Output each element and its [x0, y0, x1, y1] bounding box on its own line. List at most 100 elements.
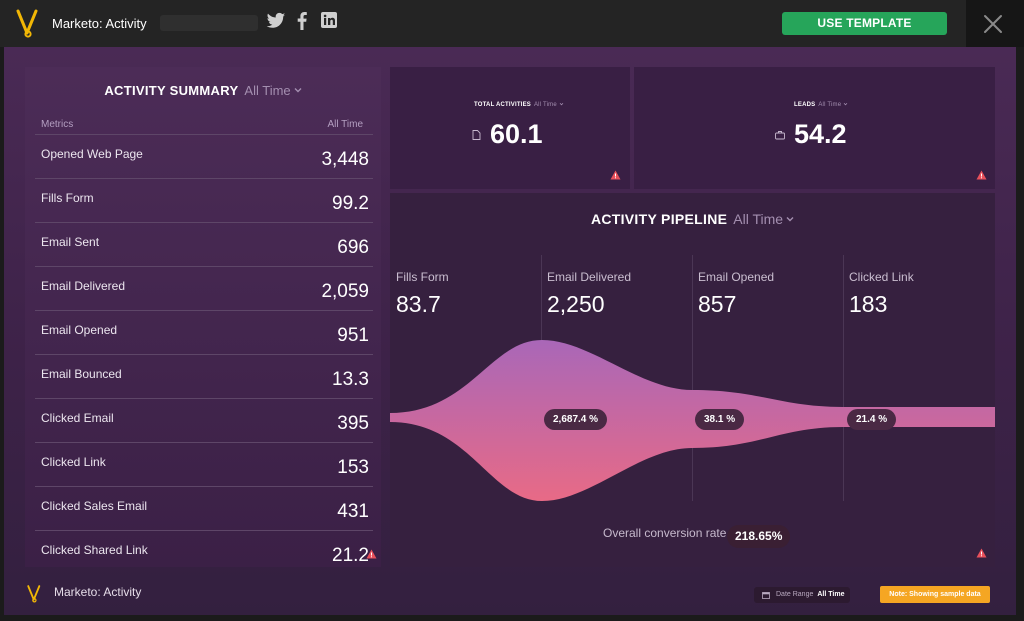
- activity-summary-range-label: All Time: [244, 83, 291, 98]
- leads-label: LEADS: [794, 102, 816, 108]
- leads-panel: LEADS All Time 54.2: [634, 67, 995, 189]
- metric-label: Clicked Link: [41, 455, 106, 469]
- total-activities-panel: TOTAL ACTIVITIES All Time 60.1: [390, 67, 630, 189]
- metric-value: 431: [337, 501, 369, 522]
- footer-title: Marketo: Activity: [54, 585, 142, 599]
- marketo-logo-icon: [16, 9, 38, 38]
- pipeline-stage: Fills Form 83.7: [396, 270, 449, 318]
- total-activities-range[interactable]: All Time: [533, 102, 557, 108]
- use-template-button[interactable]: USE TEMPLATE: [782, 12, 947, 35]
- warning-icon[interactable]: [610, 170, 621, 180]
- redacted-text: [160, 15, 258, 31]
- chevron-down-icon: [559, 102, 564, 106]
- metric-value: 3,448: [321, 149, 369, 170]
- table-row: Clicked Sales Email 431: [35, 486, 373, 530]
- date-range-value: All Time: [817, 591, 845, 598]
- table-row: Email Delivered 2,059: [35, 266, 373, 310]
- activity-summary-header: ACTIVITY SUMMARY All Time: [25, 83, 381, 98]
- stage-value: 857: [698, 291, 737, 317]
- sample-data-note: Note: Showing sample data: [880, 586, 990, 603]
- chevron-down-icon: [294, 88, 302, 93]
- table-row: Email Bounced 13.3: [35, 354, 373, 398]
- stage-label: Email Opened: [698, 270, 775, 284]
- overall-conversion-label: Overall conversion rate: [603, 526, 727, 540]
- metric-value: 99.2: [332, 193, 369, 214]
- metric-label: Opened Web Page: [41, 147, 143, 161]
- metrics-column-header: Metrics: [41, 119, 74, 130]
- top-bar: Marketo: Activity USE TEMPLATE: [0, 0, 1024, 47]
- activity-summary-panel: ACTIVITY SUMMARY All Time Metrics All Tim…: [25, 67, 381, 567]
- table-row: Opened Web Page 3,448: [35, 134, 373, 178]
- stage-value: 2,250: [547, 291, 605, 317]
- leads-header: LEADS All Time: [794, 102, 848, 108]
- stage-divider: [692, 255, 693, 501]
- metric-label: Clicked Shared Link: [41, 543, 148, 557]
- document-icon: [472, 130, 481, 140]
- twitter-icon[interactable]: [266, 12, 286, 30]
- warning-icon[interactable]: [366, 549, 377, 559]
- table-row: Clicked Email 395: [35, 398, 373, 442]
- close-icon[interactable]: [983, 14, 1003, 34]
- warning-icon[interactable]: [976, 548, 987, 558]
- frame-bottom-edge: [0, 615, 1024, 621]
- chevron-down-icon: [843, 102, 848, 106]
- conversion-rate-badge: 2,687.4 %: [544, 409, 608, 430]
- metric-value: 395: [337, 413, 369, 434]
- metric-label: Email Delivered: [41, 279, 126, 293]
- facebook-icon[interactable]: [297, 12, 307, 30]
- metric-value: 21.2: [332, 545, 369, 566]
- activity-pipeline-header: ACTIVITY PIPELINE All Time: [390, 211, 995, 227]
- date-range-chip[interactable]: Date Range All Time: [754, 587, 851, 603]
- close-button[interactable]: [966, 0, 1024, 47]
- activity-pipeline-title: ACTIVITY PIPELINE: [590, 211, 728, 227]
- stage-label: Clicked Link: [849, 270, 914, 284]
- overall-conversion-value: 218.65%: [727, 525, 791, 548]
- metric-value: 153: [337, 457, 369, 478]
- pipeline-stage: Email Opened 857: [698, 270, 774, 318]
- metric-value: 696: [337, 237, 369, 258]
- metric-value: 13.3: [332, 369, 369, 390]
- total-activities-value: 60.1: [490, 119, 543, 149]
- app-title: Marketo: Activity: [52, 16, 147, 31]
- conversion-rate-badge: 38.1 %: [695, 409, 745, 430]
- linkedin-icon[interactable]: [321, 12, 337, 28]
- metric-label: Clicked Email: [41, 411, 114, 425]
- table-row: Email Opened 951: [35, 310, 373, 354]
- metric-label: Email Opened: [41, 323, 118, 337]
- table-row: Clicked Link 153: [35, 442, 373, 486]
- pipeline-stage: Clicked Link 183: [849, 270, 914, 318]
- stage-label: Fills Form: [396, 270, 449, 284]
- briefcase-icon: [775, 131, 785, 140]
- stage-value: 183: [849, 291, 888, 317]
- total-activities-label: TOTAL ACTIVITIES: [474, 102, 531, 108]
- table-row: Email Sent 696: [35, 222, 373, 266]
- pipeline-funnel-chart: [390, 340, 995, 501]
- activity-pipeline-range-dropdown[interactable]: All Time: [733, 211, 794, 227]
- calendar-icon: [762, 592, 770, 599]
- metrics-table: Opened Web Page 3,448 Fills Form 99.2 Emai…: [35, 134, 373, 574]
- stage-divider: [843, 255, 844, 501]
- metric-label: Email Sent: [41, 235, 100, 249]
- total-activities-header: TOTAL ACTIVITIES All Time: [474, 102, 564, 108]
- activity-summary-title: ACTIVITY SUMMARY: [104, 83, 239, 98]
- metric-label: Email Bounced: [41, 367, 122, 381]
- chevron-down-icon: [786, 217, 794, 222]
- leads-value: 54.2: [794, 119, 847, 149]
- warning-icon[interactable]: [976, 170, 987, 180]
- funnel-shape: [390, 340, 995, 501]
- table-row: Fills Form 99.2: [35, 178, 373, 222]
- activity-summary-range-dropdown[interactable]: All Time: [244, 83, 302, 98]
- stage-label: Email Delivered: [547, 270, 632, 284]
- leads-range[interactable]: All Time: [818, 102, 842, 108]
- conversion-rate-badge: 21.4 %: [847, 409, 897, 430]
- pipeline-stage: Email Delivered 2,250: [547, 270, 631, 318]
- activity-pipeline-range-label: All Time: [733, 211, 784, 227]
- metric-value: 2,059: [321, 281, 369, 302]
- metric-value: 951: [337, 325, 369, 346]
- table-row: Clicked Shared Link 21.2: [35, 530, 373, 574]
- stage-value: 83.7: [396, 291, 441, 317]
- marketo-logo-icon: [27, 585, 41, 603]
- metric-label: Fills Form: [41, 191, 94, 205]
- activity-pipeline-panel: ACTIVITY PIPELINE All Time Fills Form 83.…: [390, 193, 995, 567]
- all-time-column-header: All Time: [327, 119, 363, 130]
